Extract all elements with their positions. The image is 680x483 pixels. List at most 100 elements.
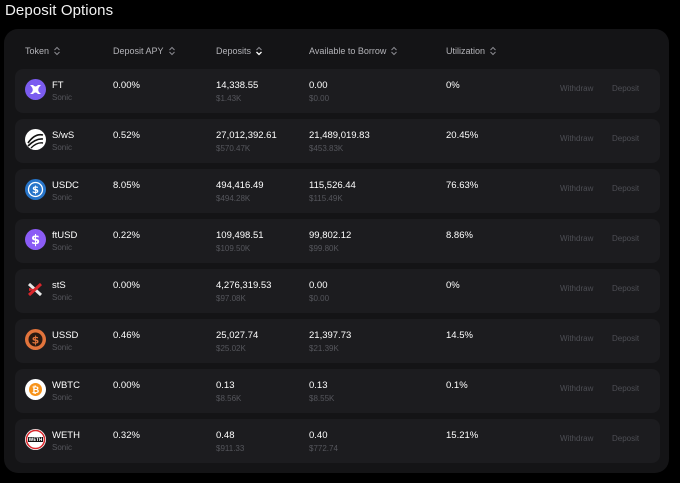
- sts-token-icon: [25, 279, 46, 300]
- table-row: WETH WETH Sonic 0.32% 0.48 $911.33 0.40 …: [15, 419, 660, 463]
- withdraw-button[interactable]: Withdraw: [560, 334, 594, 343]
- available-amount: 99,802.12: [309, 230, 352, 241]
- deposits-amount: 14,338.55: [216, 80, 259, 91]
- utilization-value: 8.86%: [446, 230, 473, 241]
- withdraw-button[interactable]: Withdraw: [560, 384, 594, 393]
- column-header-label: Available to Borrow: [309, 46, 387, 56]
- table-row: $ USDC Sonic 8.05% 494,416.49 $494.28K 1…: [15, 169, 660, 213]
- available-amount: 0.00: [309, 80, 328, 91]
- available-amount: 21,397.73: [309, 330, 352, 341]
- available-usd: $8.55K: [309, 394, 335, 403]
- table-row: ₿ WBTC Sonic 0.00% 0.13 $8.56K 0.13 $8.5…: [15, 369, 660, 413]
- token-chain: Sonic: [52, 193, 73, 202]
- wbtc-token-icon: ₿: [25, 379, 46, 400]
- available-usd: $453.83K: [309, 144, 344, 153]
- table-row: S/wS Sonic 0.52% 27,012,392.61 $570.47K …: [15, 119, 660, 163]
- table-header: Token Deposit APY Deposits Available to …: [4, 29, 669, 69]
- deposits-amount: 4,276,319.53: [216, 280, 272, 291]
- available-amount: 115,526.44: [309, 180, 356, 191]
- token-name: USDC: [52, 180, 79, 191]
- token-chain: Sonic: [52, 293, 73, 302]
- utilization-value: 0.1%: [446, 380, 468, 391]
- column-header-label: Utilization: [446, 46, 486, 56]
- deposits-amount: 27,012,392.61: [216, 130, 277, 141]
- svg-text:WETH: WETH: [29, 437, 43, 442]
- deposits-usd: $494.28K: [216, 194, 251, 203]
- deposits-amount: 0.13: [216, 380, 235, 391]
- deposit-table-panel: Token Deposit APY Deposits Available to …: [4, 29, 669, 473]
- available-usd: $115.49K: [309, 194, 343, 203]
- column-header-label: Deposit APY: [113, 46, 164, 56]
- deposits-usd: $109.50K: [216, 244, 251, 253]
- withdraw-button[interactable]: Withdraw: [560, 184, 594, 193]
- deposit-button[interactable]: Deposit: [612, 434, 640, 443]
- utilization-value: 14.5%: [446, 330, 473, 341]
- deposits-amount: 494,416.49: [216, 180, 264, 191]
- ussd-token-icon: $: [25, 329, 46, 350]
- deposit-apy: 0.32%: [113, 430, 140, 441]
- withdraw-button[interactable]: Withdraw: [560, 434, 594, 443]
- token-name: stS: [52, 280, 66, 291]
- deposits-usd: $8.56K: [216, 394, 242, 403]
- deposit-apy: 0.22%: [113, 230, 140, 241]
- available-amount: 0.40: [309, 430, 328, 441]
- token-name: WETH: [52, 430, 80, 441]
- utilization-value: 0%: [446, 280, 460, 291]
- available-usd: $0.00: [309, 294, 330, 303]
- withdraw-button[interactable]: Withdraw: [560, 84, 594, 93]
- withdraw-button[interactable]: Withdraw: [560, 134, 594, 143]
- deposit-apy: 0.00%: [113, 280, 140, 291]
- sort-icon: [53, 46, 61, 56]
- deposit-button[interactable]: Deposit: [612, 384, 640, 393]
- deposit-button[interactable]: Deposit: [612, 234, 640, 243]
- available-amount: 21,489,019.83: [309, 130, 370, 141]
- deposit-button[interactable]: Deposit: [612, 84, 640, 93]
- utilization-value: 20.45%: [446, 130, 479, 141]
- deposits-amount: 25,027.74: [216, 330, 259, 341]
- column-header-label: Deposits: [216, 46, 252, 56]
- deposit-apy: 0.00%: [113, 380, 140, 391]
- column-header-token[interactable]: Token: [25, 46, 61, 56]
- deposits-usd: $25.02K: [216, 344, 246, 353]
- deposit-button[interactable]: Deposit: [612, 334, 640, 343]
- token-name: ftUSD: [52, 230, 78, 241]
- deposit-apy: 0.46%: [113, 330, 140, 341]
- token-name: S/wS: [52, 130, 75, 141]
- deposits-usd: $97.08K: [216, 294, 246, 303]
- available-usd: $21.39K: [309, 344, 339, 353]
- weth-token-icon: WETH: [25, 429, 46, 450]
- deposit-button[interactable]: Deposit: [612, 184, 640, 193]
- svg-text:₿: ₿: [32, 385, 39, 396]
- available-amount: 0.13: [309, 380, 328, 391]
- token-chain: Sonic: [52, 93, 73, 102]
- column-header-available-to-borrow[interactable]: Available to Borrow: [309, 46, 398, 56]
- deposits-usd: $570.47K: [216, 144, 251, 153]
- table-row: stS Sonic 0.00% 4,276,319.53 $97.08K 0.0…: [15, 269, 660, 313]
- withdraw-button[interactable]: Withdraw: [560, 284, 594, 293]
- column-header-deposits[interactable]: Deposits: [216, 46, 263, 56]
- sort-icon: [168, 46, 176, 56]
- deposit-button[interactable]: Deposit: [612, 134, 640, 143]
- svg-text:$: $: [31, 233, 40, 248]
- sort-desc-icon: [255, 46, 263, 56]
- deposits-amount: 0.48: [216, 430, 235, 441]
- withdraw-button[interactable]: Withdraw: [560, 234, 594, 243]
- svg-text:$: $: [32, 185, 39, 196]
- token-chain: Sonic: [52, 393, 73, 402]
- ftusd-token-icon: $: [25, 229, 46, 250]
- table-row: $ USSD Sonic 0.46% 25,027.74 $25.02K 21,…: [15, 319, 660, 363]
- deposit-button[interactable]: Deposit: [612, 284, 640, 293]
- token-chain: Sonic: [52, 243, 73, 252]
- deposits-usd: $1.43K: [216, 94, 242, 103]
- table-row: FT Sonic 0.00% 14,338.55 $1.43K 0.00 $0.…: [15, 69, 660, 113]
- usdc-token-icon: $: [25, 179, 46, 200]
- deposits-usd: $911.33: [216, 444, 245, 453]
- token-chain: Sonic: [52, 443, 73, 452]
- column-header-utilization[interactable]: Utilization: [446, 46, 497, 56]
- sort-icon: [390, 46, 398, 56]
- utilization-value: 76.63%: [446, 180, 479, 191]
- svg-text:$: $: [32, 334, 40, 347]
- token-name: USSD: [52, 330, 79, 341]
- ft-token-icon: [25, 79, 46, 100]
- column-header-deposit-apy[interactable]: Deposit APY: [113, 46, 176, 56]
